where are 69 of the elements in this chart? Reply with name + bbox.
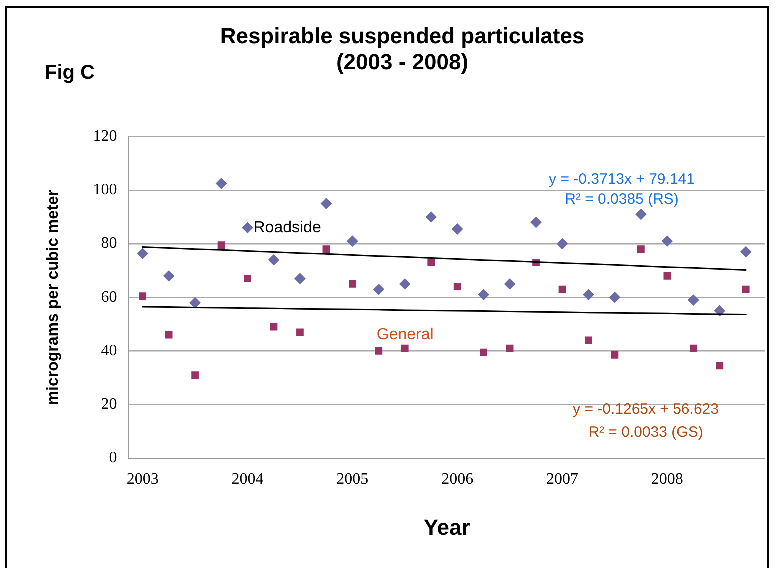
chart-title: Respirable suspended particulates (2003 - 2008) (220, 23, 585, 75)
point (506, 344, 514, 352)
point (609, 292, 620, 304)
point (740, 246, 752, 258)
y-tick-label: 60 (101, 288, 118, 306)
y-tick-label: 120 (93, 128, 118, 146)
y-axis-title: micrograms per cubic meter (45, 190, 62, 406)
point (139, 292, 147, 300)
point (530, 217, 542, 228)
y-tick-label: 80 (101, 235, 118, 252)
point (478, 289, 490, 300)
x-tick-label: 2006 (442, 471, 474, 488)
y-tick-label: 20 (101, 396, 118, 414)
point (662, 236, 673, 247)
point (190, 297, 201, 308)
point (583, 289, 594, 300)
point (137, 248, 148, 260)
series-label: Roadside (254, 219, 322, 236)
point (636, 209, 647, 220)
point (322, 246, 330, 254)
annotation: R² = 0.0385 (RS) (565, 191, 679, 208)
x-axis-title: Year (424, 514, 471, 540)
point (296, 328, 304, 336)
x-tick-label: 2005 (336, 471, 369, 488)
point (375, 348, 383, 355)
point (688, 294, 700, 306)
point (348, 280, 356, 288)
x-tick-label: 2007 (546, 471, 579, 488)
point (452, 224, 464, 235)
point (164, 270, 175, 282)
point (218, 242, 226, 250)
point (480, 348, 488, 356)
point (347, 236, 358, 247)
point (428, 259, 436, 266)
point (557, 238, 568, 250)
point (216, 178, 228, 190)
annotation: y = -0.3713x + 79.141 (549, 171, 695, 188)
point (638, 246, 645, 254)
point (558, 286, 566, 294)
annotation: y = -0.1265x + 56.623 (573, 401, 719, 418)
x-tick-label: 2003 (126, 471, 159, 488)
point (454, 283, 462, 291)
point (320, 198, 332, 210)
point (244, 275, 252, 283)
point (400, 278, 411, 290)
point (268, 254, 280, 266)
series-label: General (376, 326, 434, 344)
y-tick-label: 0 (109, 450, 118, 467)
point (690, 344, 698, 352)
y-tick-label: 100 (93, 182, 118, 199)
point (585, 336, 592, 344)
point (165, 331, 173, 339)
point (504, 278, 516, 290)
point (611, 352, 619, 359)
point (270, 323, 278, 331)
point (401, 344, 409, 352)
point (242, 222, 254, 234)
point (716, 362, 724, 370)
y-tick-label: 40 (101, 342, 118, 360)
point (294, 273, 306, 284)
annotation: R² = 0.0033 (GS) (588, 424, 704, 442)
point (426, 212, 437, 223)
x-tick-label: 2004 (232, 471, 264, 488)
point (664, 272, 672, 280)
x-tick-label: 2008 (651, 471, 684, 488)
point (742, 286, 750, 294)
point (192, 372, 199, 379)
text: Fig C (45, 62, 95, 85)
point (373, 284, 384, 296)
